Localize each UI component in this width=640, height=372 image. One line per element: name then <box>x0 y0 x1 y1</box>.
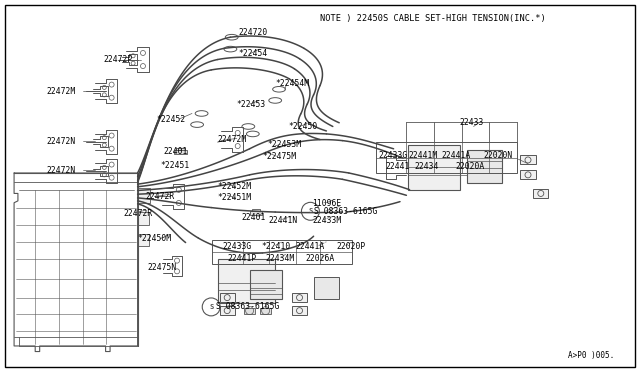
Text: *22450: *22450 <box>288 122 317 131</box>
Text: *22475M: *22475M <box>262 153 296 161</box>
Text: 22433M: 22433M <box>312 216 342 225</box>
Text: *22453: *22453 <box>237 100 266 109</box>
Bar <box>467 150 502 183</box>
Bar <box>533 189 548 198</box>
Text: 22472N: 22472N <box>46 137 76 146</box>
Text: 22441M: 22441M <box>408 151 438 160</box>
Ellipse shape <box>191 122 204 127</box>
Text: 22472N: 22472N <box>46 166 76 174</box>
Text: 22433: 22433 <box>460 118 484 126</box>
Text: 22472M: 22472M <box>46 87 76 96</box>
Bar <box>138 188 150 203</box>
Text: 22434M: 22434M <box>266 254 295 263</box>
Text: 22020N: 22020N <box>484 151 513 160</box>
Text: 22472M: 22472M <box>218 135 247 144</box>
Ellipse shape <box>225 35 238 40</box>
Bar <box>408 145 460 190</box>
Text: 22472R: 22472R <box>124 209 153 218</box>
Text: 22441A: 22441A <box>442 151 471 160</box>
Text: 11096E: 11096E <box>312 199 341 208</box>
Text: 22433G: 22433G <box>379 151 408 160</box>
Bar <box>174 150 187 154</box>
Ellipse shape <box>246 131 259 137</box>
Text: 22020P: 22020P <box>336 242 365 251</box>
Text: 22472R: 22472R <box>146 192 175 201</box>
Text: S 08363-6165G: S 08363-6165G <box>216 302 279 311</box>
Bar <box>218 259 275 303</box>
Text: A>P0 )005.: A>P0 )005. <box>568 351 614 360</box>
Text: 22026A: 22026A <box>306 254 335 263</box>
Ellipse shape <box>269 98 282 103</box>
Bar <box>244 308 255 314</box>
Text: *22452: *22452 <box>157 115 186 124</box>
Bar <box>376 142 517 173</box>
Text: *22451M: *22451M <box>218 193 252 202</box>
Text: S: S <box>209 304 213 310</box>
Text: 22441P: 22441P <box>227 254 257 263</box>
Text: *22454M: *22454M <box>275 79 309 88</box>
Text: 22475N: 22475N <box>147 263 177 272</box>
Text: 22441N: 22441N <box>269 216 298 225</box>
Bar <box>138 212 149 225</box>
Bar <box>292 293 307 302</box>
Text: *22452M: *22452M <box>218 182 252 191</box>
Text: 22433G: 22433G <box>223 242 252 251</box>
Text: 22401: 22401 <box>242 213 266 222</box>
Text: S: S <box>308 208 312 214</box>
Ellipse shape <box>195 111 208 116</box>
Text: 22020A: 22020A <box>456 162 485 171</box>
Text: NOTE ) 22450S CABLE SET-HIGH TENSION(INC.*): NOTE ) 22450S CABLE SET-HIGH TENSION(INC… <box>320 14 546 23</box>
Text: 22401: 22401 <box>163 147 188 156</box>
Ellipse shape <box>273 86 285 92</box>
Ellipse shape <box>242 124 255 129</box>
Text: 22434: 22434 <box>415 162 439 171</box>
Bar <box>292 306 307 315</box>
Bar <box>138 234 149 246</box>
Ellipse shape <box>224 46 237 52</box>
Text: S 08363-6165G: S 08363-6165G <box>314 207 377 216</box>
Text: *22450M: *22450M <box>138 234 172 243</box>
Bar <box>250 211 262 215</box>
Bar <box>176 148 185 150</box>
Text: *22453M: *22453M <box>268 140 301 149</box>
Text: 22472P: 22472P <box>104 55 133 64</box>
Text: *22451: *22451 <box>160 161 189 170</box>
Bar <box>314 277 339 299</box>
Text: *22454: *22454 <box>238 49 268 58</box>
Bar <box>220 293 235 302</box>
Bar <box>252 209 260 211</box>
Bar <box>520 170 536 179</box>
Bar <box>212 240 352 264</box>
Text: 224720: 224720 <box>238 28 268 37</box>
Text: 22441: 22441 <box>385 162 410 171</box>
Text: 22441A: 22441A <box>296 242 325 251</box>
Bar <box>250 270 282 299</box>
Bar <box>520 155 536 164</box>
Bar <box>260 308 271 314</box>
Bar <box>220 306 235 315</box>
Text: *22410: *22410 <box>261 242 291 251</box>
